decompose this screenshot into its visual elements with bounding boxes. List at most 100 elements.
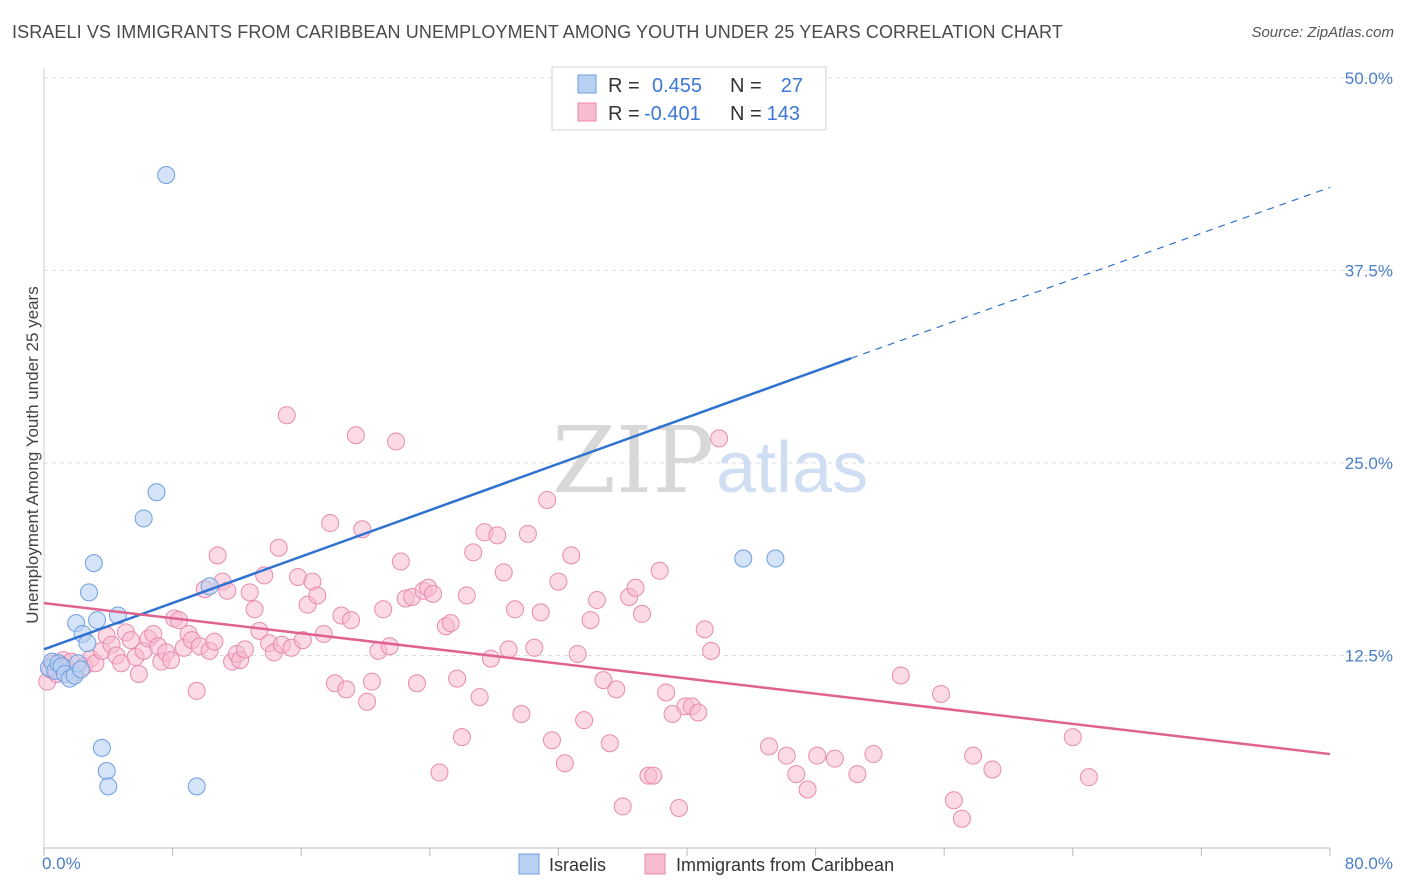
- caribbean-point-73: [387, 432, 406, 451]
- caribbean-point-95: [512, 705, 531, 724]
- legend-n-value-israelis: 27: [781, 75, 803, 97]
- grid-lines: [44, 77, 1392, 656]
- caribbean-point-94: [505, 600, 524, 619]
- caribbean-point-66: [346, 426, 365, 445]
- caribbean-point-131: [808, 746, 827, 765]
- legend-r-value-israelis: 0.455: [652, 75, 702, 97]
- caribbean-point-104: [568, 644, 587, 663]
- caribbean-point-137: [944, 791, 963, 810]
- caribbean-point-102: [555, 754, 574, 773]
- caribbean-point-97: [525, 638, 544, 657]
- israelis-trend-line: [43, 357, 852, 651]
- caribbean-point-90: [481, 649, 500, 668]
- caribbean-point-111: [613, 797, 632, 816]
- caribbean-point-91: [488, 526, 507, 545]
- caribbean-point-103: [562, 546, 581, 565]
- x-tick-label-0: 0.0%: [42, 854, 81, 873]
- bottom-legend-swatch-israelis: [518, 853, 540, 875]
- caribbean-point-86: [457, 586, 476, 605]
- israelis-points: [39, 166, 785, 796]
- israelis-point-9: [71, 660, 90, 679]
- x-tick-labels: 0.0% 80.0%: [42, 854, 1393, 873]
- caribbean-point-129: [787, 765, 806, 784]
- caribbean-point-53: [277, 406, 296, 425]
- caribbean-point-61: [321, 514, 340, 533]
- caribbean-point-83: [441, 614, 460, 633]
- legend-r-value-caribbean: -0.401: [644, 103, 701, 125]
- caribbean-point-110: [607, 680, 626, 699]
- bottom-legend-swatch-caribbean: [644, 853, 666, 875]
- bottom-legend-label-israelis: Israelis: [549, 855, 606, 875]
- israelis-point-18: [99, 777, 118, 796]
- caribbean-point-56: [293, 631, 312, 650]
- caribbean-point-120: [669, 798, 688, 817]
- legend-swatch-caribbean: [577, 102, 597, 122]
- caribbean-point-96: [518, 524, 537, 543]
- caribbean-point-51: [269, 538, 288, 557]
- israelis-point-14: [84, 554, 103, 573]
- israelis-point-13: [80, 583, 99, 602]
- caribbean-point-136: [931, 685, 950, 703]
- caribbean-point-84: [448, 669, 467, 688]
- caribbean-point-141: [1063, 728, 1082, 747]
- caribbean-point-92: [494, 563, 513, 582]
- caribbean-point-20: [129, 664, 148, 683]
- watermark-zip: ZIP: [552, 407, 714, 514]
- caribbean-point-45: [240, 583, 259, 602]
- israelis-point-23: [187, 777, 206, 796]
- caribbean-point-33: [187, 681, 206, 700]
- y-tick-label-0: 12.5%: [1345, 647, 1393, 666]
- caribbean-point-113: [626, 578, 645, 597]
- caribbean-point-59: [308, 586, 327, 605]
- y-tick-labels: 12.5% 25.0% 37.5% 50.0%: [1345, 69, 1393, 666]
- caribbean-point-107: [587, 591, 606, 610]
- caribbean-point-130: [798, 780, 817, 799]
- chart-title: ISRAELI VS IMMIGRANTS FROM CARIBBEAN UNE…: [12, 22, 1063, 42]
- caribbean-point-81: [430, 763, 449, 782]
- watermark: ZIP atlas: [552, 407, 868, 514]
- israelis-point-22: [157, 166, 176, 185]
- caribbean-point-105: [575, 711, 594, 730]
- caribbean-point-88: [470, 688, 489, 707]
- caribbean-point-116: [644, 766, 663, 785]
- caribbean-point-60: [314, 624, 333, 643]
- caribbean-point-99: [538, 490, 557, 509]
- israelis-point-16: [92, 738, 111, 757]
- caribbean-point-65: [342, 611, 361, 630]
- caribbean-point-100: [542, 731, 561, 750]
- caribbean-point-93: [499, 640, 518, 659]
- caribbean-point-138: [952, 809, 971, 828]
- caribbean-point-106: [581, 611, 600, 630]
- israelis-point-12: [78, 634, 97, 653]
- caribbean-point-72: [380, 637, 399, 656]
- caribbean-point-126: [710, 429, 729, 448]
- caribbean-point-69: [362, 672, 381, 691]
- caribbean-point-77: [407, 674, 426, 693]
- caribbean-point-140: [983, 760, 1002, 779]
- caribbean-point-125: [702, 641, 721, 660]
- caribbean-point-132: [825, 749, 844, 768]
- israelis-trend-extension: [850, 186, 1331, 359]
- watermark-atlas: atlas: [716, 428, 868, 508]
- caribbean-point-117: [650, 561, 669, 580]
- israelis-point-15: [88, 611, 107, 630]
- caribbean-point-109: [600, 734, 619, 753]
- legend-swatch-israelis: [577, 74, 597, 94]
- caribbean-point-46: [245, 600, 264, 619]
- y-tick-label-1: 25.0%: [1345, 454, 1393, 473]
- legend-n-value-caribbean: 143: [767, 103, 800, 125]
- caribbean-point-74: [391, 552, 410, 571]
- y-axis-label: Unemployment Among Youth under 25 years: [23, 286, 42, 623]
- israelis-point-21: [147, 483, 166, 502]
- caribbean-point-114: [632, 604, 651, 623]
- israelis-point-25: [734, 549, 753, 568]
- caribbean-point-134: [864, 745, 883, 764]
- bottom-legend: Israelis Immigrants from Caribbean: [518, 853, 894, 875]
- y-tick-label-2: 37.5%: [1345, 262, 1393, 281]
- caribbean-point-85: [452, 728, 471, 747]
- caribbean-points: [38, 406, 1098, 828]
- caribbean-point-135: [891, 666, 910, 685]
- israelis-point-17: [97, 762, 116, 780]
- caribbean-point-37: [205, 632, 224, 651]
